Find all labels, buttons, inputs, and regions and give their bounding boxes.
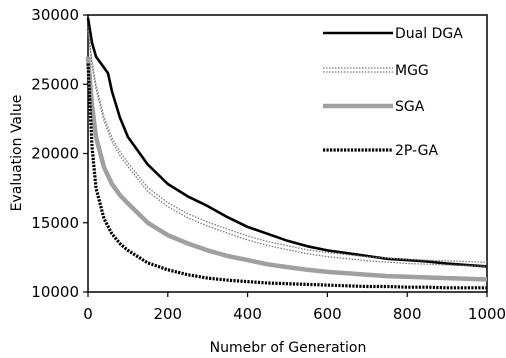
y-tick-label: 15000	[31, 214, 79, 232]
legend-mgg-label: MGG	[395, 63, 429, 79]
series-layer	[85, 17, 488, 290]
series-sga-line	[85, 56, 488, 282]
legend-sga-label: SGA	[395, 99, 425, 115]
y-tick-label: 10000	[31, 283, 79, 301]
x-axis-ticks: 0 200 400 600 800 1000	[83, 292, 506, 323]
x-tick-label: 800	[393, 305, 422, 323]
y-axis-title: Evaluation Value	[9, 95, 25, 212]
x-tick-label: 600	[313, 305, 342, 323]
legend-dual-dga-label: Dual DGA	[395, 26, 463, 42]
y-axis-ticks: 10000 15000 20000 25000 30000	[31, 6, 88, 301]
y-tick-label: 25000	[31, 75, 79, 93]
x-tick-label: 1000	[468, 305, 506, 323]
series-2p-ga-line	[86, 63, 487, 290]
x-tick-label: 0	[83, 305, 93, 323]
x-tick-label: 200	[153, 305, 182, 323]
legend: Dual DGA MGG SGA 2P-GA	[323, 26, 463, 159]
series-dual-dga-line	[86, 17, 488, 268]
x-tick-label: 400	[233, 305, 262, 323]
y-tick-label: 20000	[31, 145, 79, 163]
y-tick-label: 30000	[31, 6, 79, 24]
x-axis-title: Numebr of Generation	[210, 340, 367, 356]
legend-2p-ga-label: 2P-GA	[395, 143, 438, 159]
